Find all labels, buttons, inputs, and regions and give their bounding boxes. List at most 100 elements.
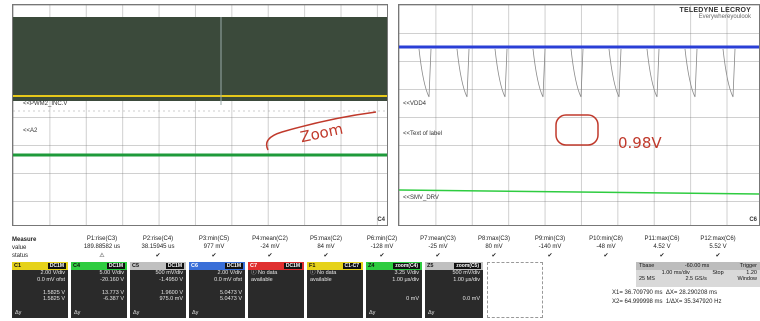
timebase-offset: -60.00 ms [684,263,710,269]
channel-coupling: DC1M [283,263,302,269]
measure-table: Measure value status P1:rise(C3) 189.885… [12,236,760,266]
cursor-dx: 28.290208 ms [679,290,718,296]
measure-col-value: -48 mV [596,244,616,250]
channel-cursor1: 5.0473 V [219,289,242,296]
measure-col-status: ✔ [379,253,385,259]
trace-label-text: <<Text of label [403,131,443,137]
channel-status-line1: ⓘ No data [248,270,304,277]
measure-col-name[interactable]: P10:min(C8) [589,236,623,242]
right-waveform-traces [399,45,759,195]
measure-col-value: 38.15945 us [141,244,175,250]
channel-vdiv: 2.00 V/div [217,270,242,276]
trace-label-pwm: <<PWM2_INC.V [23,101,68,107]
channel-box-c4[interactable]: C4 DC1M 5.00 V/div -20.160 V 13.773 V -6.… [71,262,127,318]
measure-col-name[interactable]: P2:rise(C4) [142,236,174,242]
brand-tagline: Everywhereyoulook [698,14,751,20]
channel-dy-label: Δy [369,310,376,316]
value-row-label: value [12,245,27,251]
channel-cursor2: 0 mV [406,296,419,302]
channel-status-line1: ⓘ No data [307,270,363,277]
channel-cursor2: 0.0 mV [462,296,480,302]
sample-rate: 2.5 GS/s [685,276,707,282]
cursor-inv-dx: 35.347920 Hz [684,299,722,305]
measure-col-value: 189.88582 us [83,244,121,250]
measure-col-name[interactable]: P9:min(C3) [534,236,566,242]
channel-dy-label: Δy [133,310,140,316]
channel-coupling: DC1M [165,263,184,269]
channel-id: Z4 [368,263,375,269]
info-icon: ⓘ [251,270,259,276]
measure-col-status: ✔ [323,253,329,259]
timebase-panel[interactable]: Tbase -60.00 ms Trigger 1.00 ms/div Stop… [636,262,760,287]
cursor-readout: X1= 36.709790 ms ΔX= 28.290208 ms X2= 64… [612,290,722,305]
channel-cursor2: 975.0 mV [159,296,183,302]
channel-box-z5[interactable]: Z5 zoom(C5) 500 mV/div 1.00 μs/div 0.0 mV… [425,262,483,318]
measure-col-name[interactable]: P6:min(C2) [366,236,398,242]
channel-id: Z5 [427,263,434,269]
channel-cursor1: 13.773 V [101,289,124,296]
channel-id: F1 [309,263,316,269]
channel-vdiv: 3.25 V/div [394,270,419,276]
channel-dy-label: Δy [428,310,435,316]
measure-col-value: 84 mV [317,244,335,250]
measure-col-name[interactable]: P1:rise(C3) [86,236,118,242]
measure-col-name[interactable]: P11:max(C6) [644,236,680,242]
measure-col-name[interactable]: P12:max(C6) [700,236,736,242]
channel-dy-label: Δy [15,310,22,316]
channel-id: C7 [250,263,258,269]
channel-id: C4 [73,263,81,269]
measure-col-value: -24 mV [260,244,280,250]
brand-name: TELEDYNE LECROY [679,7,751,14]
channel-cursor2: -6.387 V [103,296,124,302]
measure-col-name[interactable]: P8:max(C3) [477,236,510,242]
channel-box-f1[interactable]: F1 C1-C7 ⓘ No data available [307,262,363,318]
measure-col-name[interactable]: P3:min(C5) [198,236,230,242]
right-waveform-pane[interactable]: <<VDD4 <<Text of label <<SMV_DRV C6 TELE… [398,4,760,226]
measure-col-name[interactable]: P5:max(C2) [309,236,342,242]
measure-col-status: ✔ [267,253,273,259]
trigger-level: 1.20 [746,270,757,276]
channel-vdiv: 500 mV/div [155,270,183,276]
measure-col-name[interactable]: P7:mean(C3) [420,236,456,242]
measure-col-status: ✔ [547,253,553,259]
trigger-mode: Stop [712,270,724,276]
left-waveform-traces [13,17,387,157]
channel-status-text: No data [317,270,337,276]
measure-col-status: ✔ [155,253,161,259]
measure-col-value: -140 mV [538,244,562,250]
channel-coupling: DC1M [47,263,66,269]
left-waveform-pane[interactable]: <<PWM2_INC.V <<A2 C4 [12,4,388,226]
channel-coupling: DC1M [106,263,125,269]
channel-dy-label: Δy [74,310,81,316]
measure-col-value: -25 mV [428,244,448,250]
channel-cursor1: 1.5825 V [42,289,65,296]
channel-coupling: DC1M [224,263,243,269]
channel-dy-label: Δy [192,310,199,316]
ringing-decay-trace [418,48,736,98]
channel-id: C5 [132,263,140,269]
measure-col-name[interactable]: P4:mean(C2) [252,236,288,242]
channel-status-line2: available [310,276,332,283]
measure-col-status: ⚠ [99,253,105,259]
channel-offset: 0.0 mV ofst [37,276,65,283]
measure-col-status: ✔ [603,253,609,259]
channel-cursor1: 1.9600 V [160,289,183,296]
channel-box-c1[interactable]: C1 DC1M 2.00 V/div 0.0 mV ofst 1.5825 V 1… [12,262,68,318]
annotation-voltage-text: 0.98V [618,134,662,152]
empty-channel-slot[interactable] [487,262,543,318]
channel-coupling: C1-C7 [342,263,361,269]
channel-offset: 0.0 mV ofst [214,276,242,283]
channel-box-z4[interactable]: Z4 zoom(C4) 3.25 V/div 1.00 μs/div 0 mV Δ… [366,262,422,318]
channel-box-c6[interactable]: C6 DC1M 2.00 V/div 0.0 mV ofst 5.0473 V 5… [189,262,245,318]
status-row-label: status [12,253,29,259]
channel-vdiv: 2.00 V/div [40,270,65,276]
sample-count: 25 MS [639,276,655,282]
channel-offset: -20.160 V [100,276,124,283]
measure-col-status: ✔ [715,253,721,259]
channel-coupling: zoom(C4) [393,263,420,269]
measure-col-value: 4.52 V [653,244,671,250]
green-drive-trace [399,189,759,195]
measure-col-status: ✔ [435,253,441,259]
channel-box-c5[interactable]: C5 DC1M 500 mV/div -1.4950 V 1.9600 V 975… [130,262,186,318]
channel-box-c7[interactable]: C7 DC1M ⓘ No data available [248,262,304,318]
